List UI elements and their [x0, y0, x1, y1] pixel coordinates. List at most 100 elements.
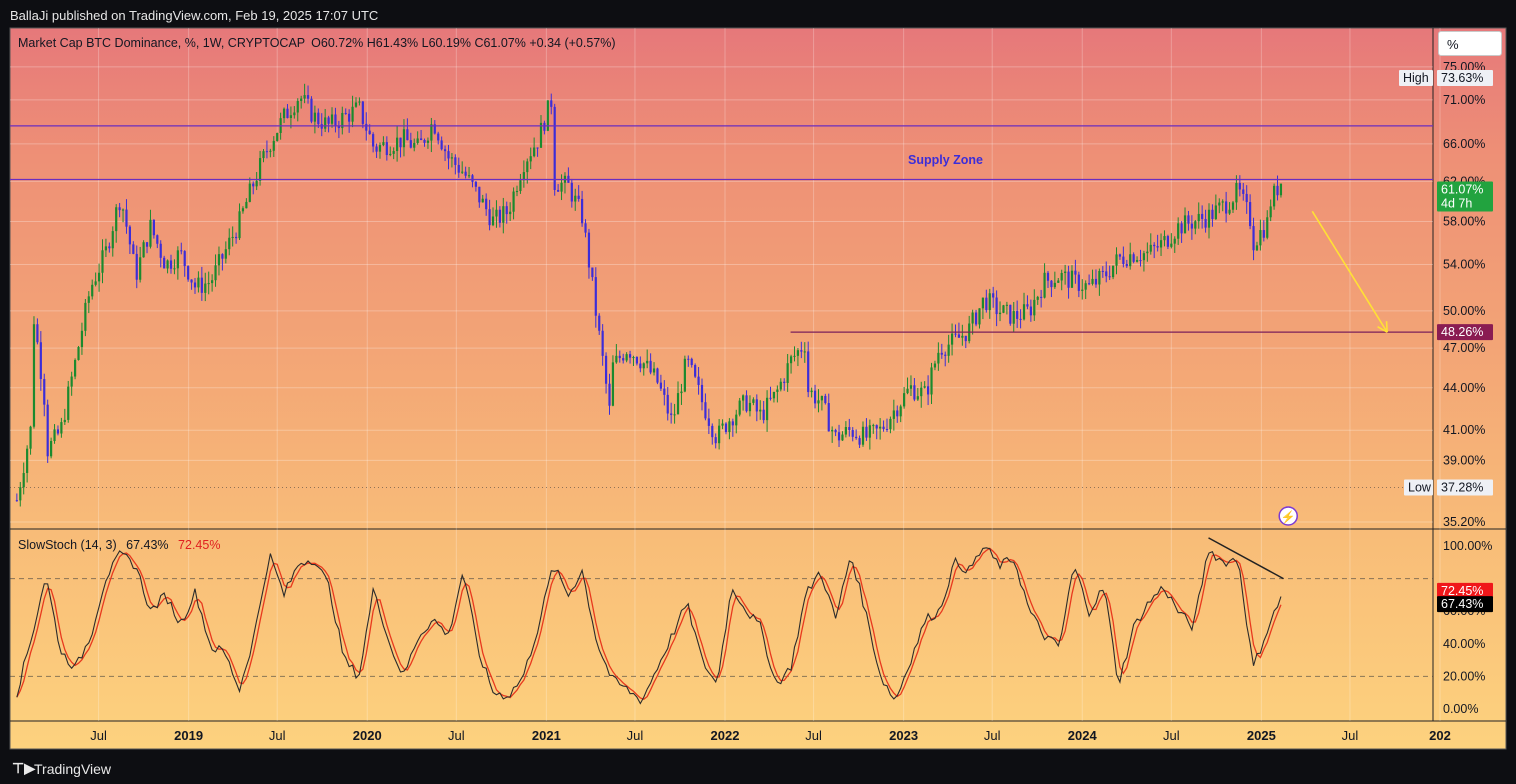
candle-body	[447, 151, 450, 159]
candle-body	[529, 156, 532, 162]
candle-body	[1091, 278, 1094, 284]
candle-body	[211, 280, 214, 284]
candle-body	[358, 101, 361, 103]
candle-body	[742, 395, 745, 401]
candle-body	[872, 425, 875, 427]
candle-body	[46, 404, 49, 457]
candle-body	[454, 157, 457, 165]
candle-body	[687, 358, 690, 360]
high-label-tag: High	[1399, 70, 1433, 86]
candle-body	[1166, 236, 1169, 247]
tag-layer: High 73.63% 61.07%4d 7h 48.26% Low 37.28% 72.4…	[1399, 70, 1493, 613]
candle-body	[909, 385, 913, 389]
candle-body	[471, 175, 474, 182]
candle-body	[1033, 299, 1036, 316]
candle-body	[231, 236, 234, 238]
candle-body	[560, 182, 563, 192]
candle-body	[1026, 304, 1029, 307]
stoch-d-tag-text: 72.45%	[1441, 584, 1483, 598]
candle-body	[765, 397, 769, 421]
candle-body	[269, 150, 272, 152]
candle-body	[1249, 202, 1252, 227]
candle-body	[844, 427, 847, 435]
candle-body	[217, 254, 221, 266]
candle-body	[855, 436, 858, 439]
candle-body	[478, 186, 481, 203]
candle-body	[341, 112, 344, 129]
candle-body	[988, 293, 991, 311]
high-label-tag-bg	[1399, 70, 1433, 86]
candle-body	[659, 382, 662, 389]
time-tick-label: Jul	[90, 728, 107, 743]
candle-body	[793, 355, 796, 357]
candle-body	[1221, 201, 1224, 203]
candle-body	[1012, 311, 1015, 324]
candle-body	[783, 381, 786, 383]
candle-body	[1009, 304, 1012, 324]
candle-body	[813, 390, 817, 404]
candle-body	[426, 140, 430, 143]
divergence-line	[1208, 537, 1284, 580]
candle-body	[557, 189, 560, 192]
price-tick-label: 47.00%	[1443, 341, 1485, 355]
candle-body	[1132, 254, 1135, 262]
chart-frame[interactable]	[10, 28, 1506, 749]
support-level-tag: 48.26%	[1437, 324, 1493, 341]
candle-body	[728, 421, 731, 433]
footer-brand[interactable]: TradingView	[34, 761, 112, 777]
candle-body	[296, 100, 299, 113]
candle-body	[1053, 282, 1056, 288]
candle-body	[344, 112, 347, 114]
price-tick-label: 54.00%	[1443, 258, 1485, 272]
candle-body	[601, 330, 604, 356]
candle-body	[145, 242, 149, 247]
candle-body	[666, 394, 669, 414]
candle-body	[591, 267, 594, 278]
candle-body	[166, 260, 169, 269]
candle-body	[937, 352, 940, 364]
candle-body	[906, 388, 909, 394]
candle-body	[491, 216, 495, 226]
candle-body	[402, 129, 406, 148]
candle-body	[389, 153, 392, 156]
candle-body	[1002, 305, 1005, 313]
stoch-k-line	[16, 547, 1282, 705]
supply-zone-label: Supply Zone	[908, 153, 983, 167]
candle-body	[289, 115, 293, 119]
candle-body	[861, 426, 865, 445]
candle-body	[197, 277, 200, 288]
candle-body	[704, 402, 707, 419]
candle-body	[265, 151, 269, 153]
candle-body	[536, 147, 539, 149]
candle-body	[646, 360, 649, 364]
candle-body	[1266, 217, 1269, 238]
candle-body	[457, 164, 460, 173]
candle-body	[433, 124, 436, 134]
candle-body	[1040, 296, 1043, 298]
support-level-tag-bg	[1437, 324, 1493, 341]
candle-body	[748, 402, 752, 412]
candle-body	[1170, 243, 1173, 247]
candle-body	[1057, 280, 1060, 283]
candle-body	[735, 414, 738, 426]
candle-body	[190, 279, 193, 283]
candle-body	[293, 112, 296, 116]
candle-body	[1019, 318, 1022, 320]
projection-arrow-head	[1385, 321, 1388, 333]
candle-body	[173, 268, 176, 270]
osc-tick-label: 40.00%	[1443, 637, 1485, 651]
candle-body	[718, 425, 721, 444]
candle-body	[1094, 278, 1098, 285]
candle-body	[115, 207, 118, 232]
countdown-tag-bg	[1437, 195, 1493, 212]
candle-body	[509, 211, 512, 215]
candle-body	[992, 293, 995, 298]
candle-body	[1201, 213, 1204, 219]
scale-toggle-button[interactable]: %	[1438, 31, 1502, 56]
candle-body	[413, 142, 416, 148]
candle-body	[39, 342, 42, 380]
candle-body	[139, 257, 142, 280]
time-tick-label: 2021	[532, 728, 561, 743]
tradingview-logo-icon[interactable]: ⊤▶	[12, 760, 35, 776]
stoch-d-line	[16, 547, 1282, 701]
